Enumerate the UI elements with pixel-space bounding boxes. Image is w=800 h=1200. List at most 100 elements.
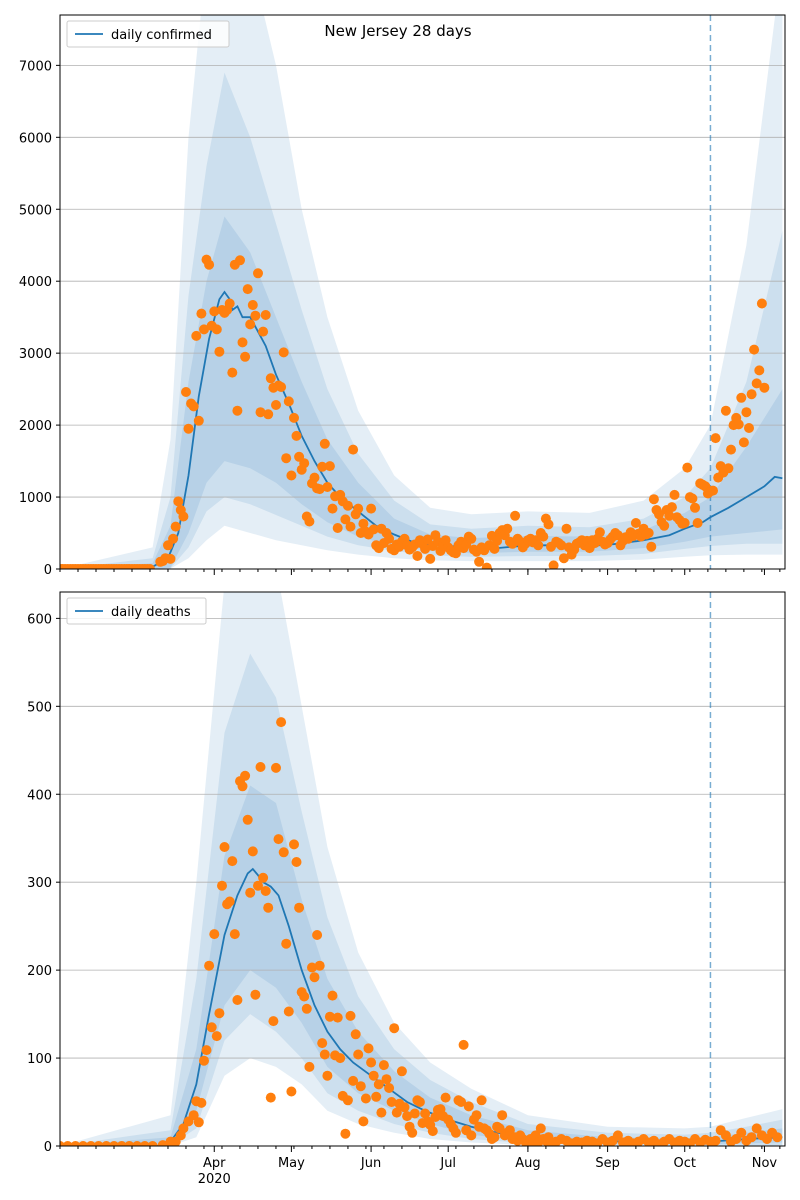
x-tick-label-Nov: Nov [752, 1156, 778, 1171]
observed-point-2020-06-17 [407, 1127, 418, 1138]
observed-point-2020-03-31 [206, 1022, 217, 1033]
observed-point-2020-04-12 [237, 337, 248, 348]
observed-point-2020-10-18 [723, 463, 734, 474]
observed-point-2020-04-20 [258, 326, 269, 337]
observed-point-2020-06-04 [373, 1079, 384, 1090]
y-tick-label-3000: 3000 [19, 347, 52, 362]
observed-point-2020-04-03 [214, 346, 225, 357]
observed-point-2020-03-12 [157, 1140, 168, 1146]
observed-point-2020-07-09 [463, 1101, 474, 1112]
observed-point-2020-06-25 [427, 1126, 438, 1137]
observed-point-2020-03-27 [196, 308, 207, 319]
observed-point-2020-04-02 [211, 1031, 222, 1042]
observed-point-2020-10-13 [710, 1135, 721, 1146]
y-tick-label-7000: 7000 [19, 59, 52, 74]
observed-point-2020-05-29 [358, 1116, 369, 1127]
observed-point-2020-05-29 [358, 518, 369, 529]
observed-point-2020-05-03 [291, 857, 302, 867]
y-tick-label-200: 200 [27, 964, 52, 979]
confirmed-panel: 0 1000 2000 3000 4000 5000 6000 7000 daily conf… [19, 14, 786, 578]
observed-point-2020-09-27 [669, 489, 680, 500]
observed-point-2020-06-30 [440, 1092, 451, 1103]
observed-point-2020-05-17 [327, 990, 338, 1001]
observed-point-2020-04-18 [253, 880, 263, 891]
observed-point-2020-10-02 [682, 462, 693, 473]
observed-point-2020-04-08 [227, 367, 238, 378]
observed-point-2020-04-29 [281, 938, 292, 949]
observed-point-2020-05-25 [348, 1075, 359, 1086]
observed-point-2020-10-29 [751, 378, 762, 389]
observed-point-2020-04-18 [253, 268, 263, 279]
observed-point-2020-04-08 [227, 856, 238, 867]
observed-point-2020-04-16 [247, 846, 258, 857]
observed-point-2020-02-07 [70, 1141, 81, 1146]
observed-point-2020-03-02 [132, 1141, 143, 1146]
observed-point-2020-06-01 [366, 503, 377, 514]
observed-point-2020-10-24 [738, 437, 749, 448]
observed-point-2020-09-17 [643, 528, 654, 538]
deaths-legend: daily deaths [66, 597, 207, 625]
observed-point-2020-07-13 [474, 556, 485, 567]
observed-point-2020-04-13 [240, 770, 251, 781]
x-tick-label-Oct: Oct [673, 1156, 695, 1171]
y-tick-label-4000: 4000 [19, 275, 52, 290]
deaths-observed-points [60, 717, 783, 1146]
observed-point-2020-05-11 [312, 930, 323, 940]
observed-point-2020-03-08 [147, 1141, 158, 1146]
observed-point-2020-03-27 [196, 1097, 207, 1108]
observed-point-2020-04-15 [245, 319, 256, 330]
observed-point-2020-06-09 [386, 1097, 397, 1107]
observed-point-2020-06-08 [384, 1083, 395, 1093]
observed-point-2020-07-12 [471, 1110, 482, 1121]
observed-point-2020-04-17 [250, 989, 261, 1000]
observed-point-2020-10-01 [679, 518, 690, 528]
observed-point-2020-05-13 [317, 461, 328, 472]
observed-point-2020-03-29 [201, 1045, 212, 1056]
observed-point-2020-07-04 [450, 548, 461, 559]
y-tick-label-100: 100 [27, 1052, 52, 1067]
observed-point-2020-03-20 [178, 1123, 189, 1134]
y-tick-label-300: 300 [27, 876, 52, 891]
observed-point-2020-06-20 [414, 1097, 425, 1107]
observed-point-2020-07-10 [466, 1130, 477, 1141]
observed-point-2020-07-16 [481, 562, 492, 569]
observed-point-2020-04-24 [268, 1016, 279, 1027]
observed-point-2020-10-13 [710, 433, 721, 444]
observed-point-2020-05-14 [319, 438, 330, 449]
observed-point-2020-07-14 [476, 1095, 487, 1106]
observed-point-2020-10-30 [754, 365, 765, 376]
observed-point-2020-05-23 [342, 1095, 353, 1106]
observed-point-2020-03-17 [170, 521, 181, 532]
observed-point-2020-09-18 [646, 541, 657, 552]
observed-point-2020-04-28 [278, 347, 289, 358]
observed-point-2020-05-04 [294, 902, 305, 913]
confirmed-legend: daily confirmed [66, 20, 230, 48]
observed-point-2020-05-17 [327, 503, 338, 514]
observed-point-2020-09-19 [648, 494, 659, 505]
observed-point-2020-05-10 [309, 472, 320, 483]
x-tick-label-Jul: Jul [439, 1156, 456, 1171]
observed-point-2020-05-20 [335, 1053, 346, 1064]
observed-point-2020-05-02 [289, 412, 299, 423]
observed-point-2020-04-07 [224, 298, 235, 309]
observed-point-2020-09-21 [654, 509, 664, 520]
observed-point-2020-11-06 [772, 1132, 783, 1143]
observed-point-2020-07-25 [504, 1125, 515, 1136]
observed-point-2020-07-06 [456, 1097, 467, 1107]
confirmed-axes: 0 1000 2000 3000 4000 5000 6000 7000 [19, 14, 786, 578]
observed-point-2020-04-20 [258, 872, 269, 883]
observed-point-2020-04-13 [240, 351, 251, 362]
observed-point-2020-04-02 [211, 324, 222, 335]
observed-point-2020-05-31 [363, 1043, 374, 1054]
observed-point-2020-05-02 [289, 839, 299, 850]
observed-point-2020-03-07 [145, 564, 155, 569]
observed-point-2020-09-23 [659, 520, 670, 531]
observed-point-2020-03-24 [188, 1110, 199, 1121]
observed-point-2020-04-04 [217, 880, 227, 891]
observed-point-2020-10-19 [726, 444, 736, 455]
observed-point-2020-06-11 [391, 1107, 402, 1118]
uncertainty-band-3 [60, 15, 783, 569]
observed-point-2020-05-06 [299, 991, 310, 1002]
observed-point-2020-06-02 [368, 1070, 379, 1081]
